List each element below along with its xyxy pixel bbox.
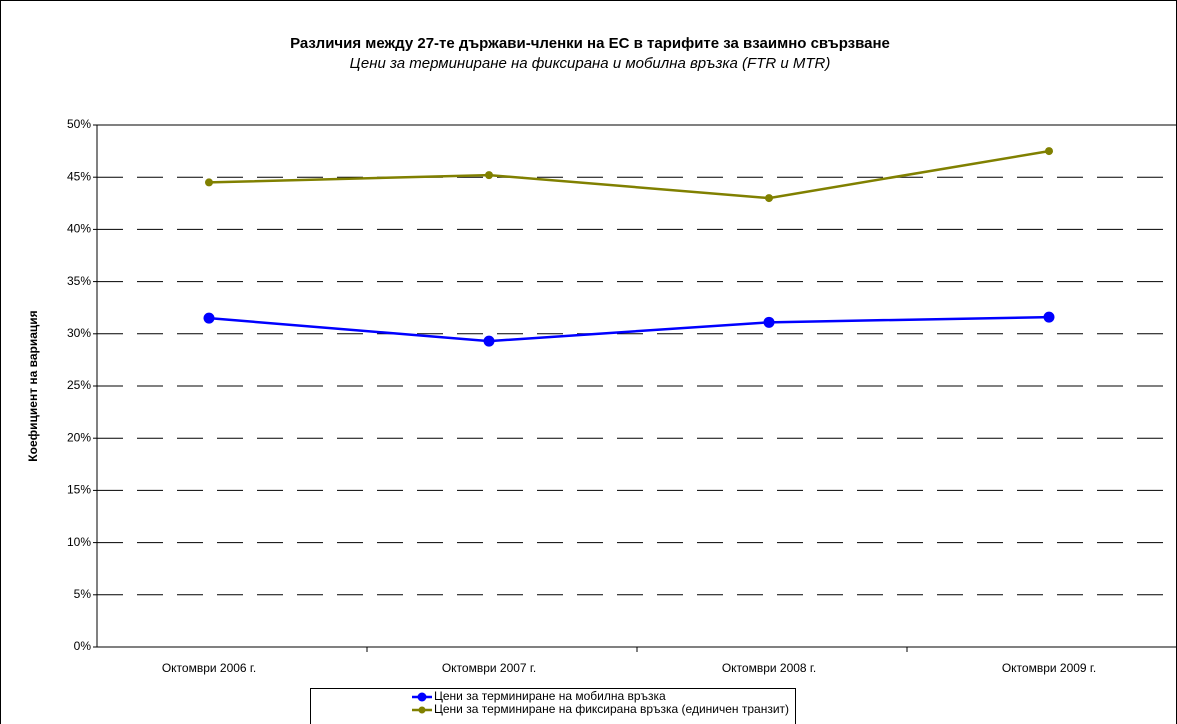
series-line <box>208 315 1050 343</box>
y-tick-label: 30% <box>67 326 91 340</box>
point <box>1045 147 1053 156</box>
legend <box>310 688 796 724</box>
legend-marker <box>417 692 427 702</box>
y-tick-label: 50% <box>67 117 91 131</box>
legend-marker <box>418 706 426 714</box>
y-tick-label: 10% <box>67 535 91 549</box>
y-tick-label: 45% <box>67 169 91 183</box>
legend-label: Цени за терминиране на мобилна връзка <box>434 689 666 703</box>
chart-subtitle: Цени за терминиране на фиксирана и мобил… <box>350 55 831 72</box>
x-tick-label: Октомври 2009 г. <box>1002 661 1096 675</box>
legend-label: Цени за терминиране на фиксирана връзка … <box>434 702 789 716</box>
point <box>203 312 215 324</box>
x-tick-label: Октомври 2008 г. <box>722 661 816 675</box>
point <box>1043 311 1055 323</box>
chart-title: Различия между 27-те държави-членки на Е… <box>290 35 890 52</box>
point <box>763 316 775 328</box>
point <box>205 178 213 187</box>
y-tick-label: 15% <box>67 483 91 497</box>
y-tick-label: 35% <box>67 274 91 288</box>
y-tick-label: 5% <box>74 587 92 601</box>
point <box>765 194 773 203</box>
point <box>485 171 493 180</box>
y-tick-label: 0% <box>74 639 92 653</box>
y-tick-label: 40% <box>67 222 91 236</box>
y-axis-title: Коефициент на вариация <box>26 310 40 461</box>
y-tick-label: 25% <box>67 378 91 392</box>
y-tick-label: 20% <box>67 430 91 444</box>
x-tick-label: Октомври 2007 г. <box>442 661 536 675</box>
x-tick-label: Октомври 2006 г. <box>162 661 256 675</box>
point <box>483 335 495 347</box>
series-line <box>208 149 1050 200</box>
